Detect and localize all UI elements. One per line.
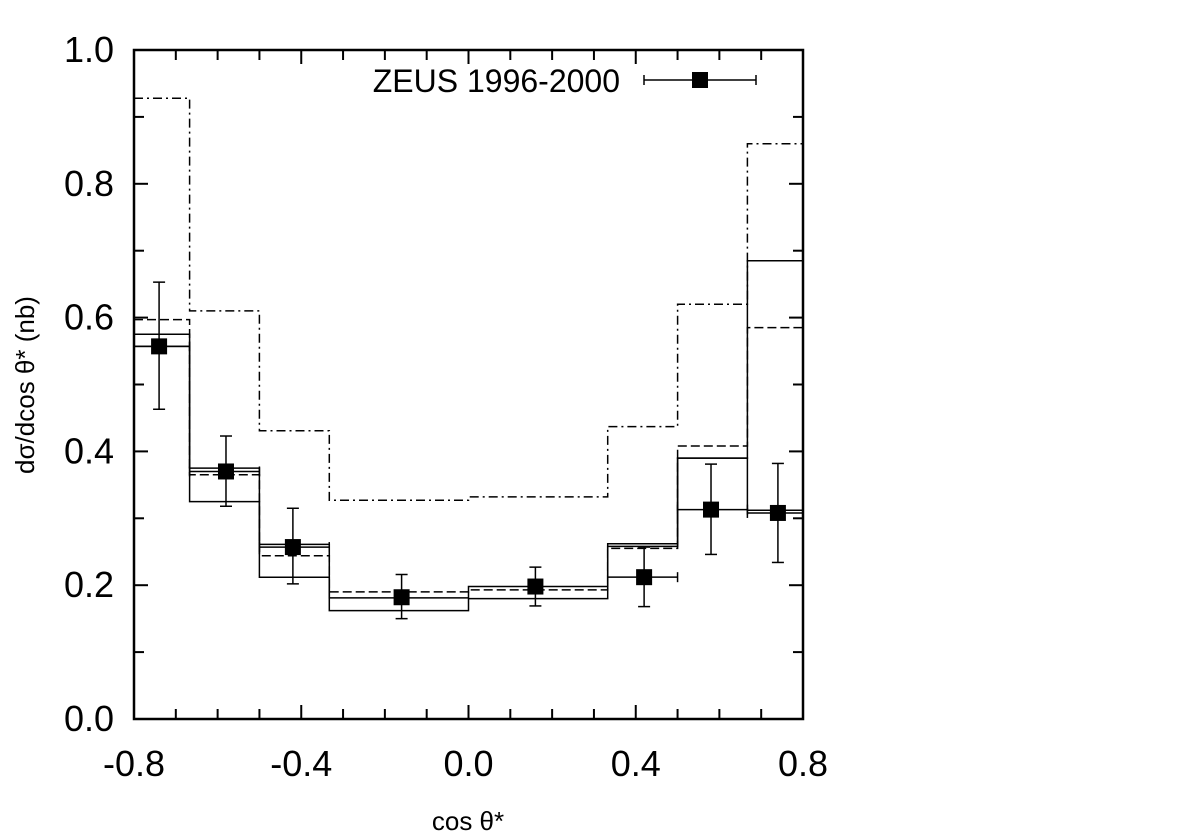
histograms [134, 97, 803, 612]
x-tick-label: 0.8 [778, 743, 828, 784]
legend-square-marker [692, 72, 708, 88]
x-tick-label: 0.0 [443, 743, 493, 784]
x-tick-label: -0.4 [270, 743, 332, 784]
data-point [258, 507, 331, 585]
y-tick-label: 0.8 [64, 163, 114, 204]
x-tick-label: -0.8 [103, 743, 165, 784]
data-point [133, 281, 191, 411]
x-tick-label: 0.4 [611, 743, 661, 784]
y-axis-label: dσ/dcos θ* (nb) [10, 296, 40, 474]
plot-frame [132, 48, 805, 721]
y-tick-label: 0.6 [64, 297, 114, 338]
legend: ZEUS 1996-2000 [373, 63, 757, 99]
data-marker [703, 501, 720, 518]
ticks [133, 49, 804, 720]
x-axis-label: cos θ* [432, 806, 504, 836]
histogram-line-2 [134, 318, 803, 593]
data-marker [527, 578, 544, 595]
data-point [606, 546, 679, 608]
data-marker [636, 569, 653, 586]
legend-label: ZEUS 1996-2000 [373, 63, 620, 99]
data-marker [769, 504, 786, 521]
y-tick-label: 0.4 [64, 430, 114, 471]
data-point [676, 463, 749, 556]
y-tick-label: 0.0 [64, 698, 114, 739]
histogram-line-1 [134, 259, 803, 612]
data-marker [217, 463, 234, 480]
data-marker [284, 539, 301, 556]
histogram-line-3 [134, 97, 803, 501]
y-tick-label: 0.2 [64, 564, 114, 605]
y-tick-label: 1.0 [64, 29, 114, 70]
data-point [188, 435, 261, 508]
x-tick-labels: -0.8 -0.4 0.0 0.4 0.8 [103, 743, 828, 784]
data-points [133, 281, 804, 620]
legend-marker [643, 72, 757, 88]
data-marker [393, 589, 410, 606]
data-marker [151, 338, 168, 355]
data-point [527, 566, 544, 607]
data-point [746, 462, 804, 564]
data-point [393, 573, 410, 620]
y-tick-labels: 0.0 0.2 0.4 0.6 0.8 1.0 [64, 29, 114, 739]
